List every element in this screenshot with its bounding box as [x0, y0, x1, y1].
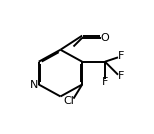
Text: F: F	[118, 71, 124, 81]
Text: F: F	[102, 77, 108, 87]
Text: F: F	[118, 51, 124, 61]
Text: O: O	[100, 33, 109, 43]
Text: N: N	[30, 79, 39, 90]
Text: Cl: Cl	[64, 96, 75, 106]
